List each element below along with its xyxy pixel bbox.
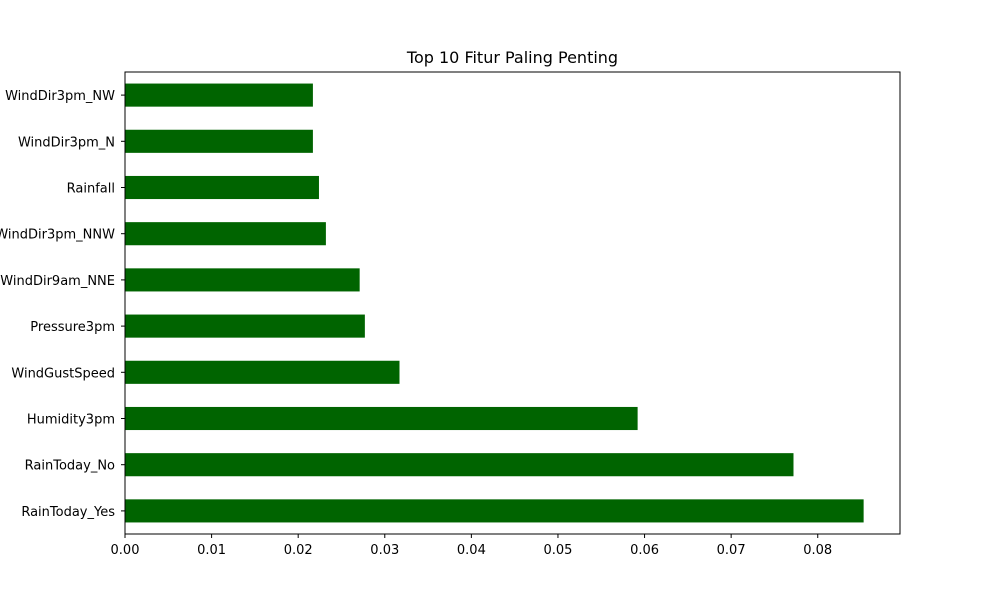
y-tick-label: RainToday_Yes [21, 505, 115, 520]
x-axis: 0.00 0.01 0.02 0.03 0.04 0.05 0.06 0.07 0.08 [111, 534, 832, 558]
x-tick-label: 0.03 [370, 543, 399, 558]
x-tick-label: 0.01 [197, 543, 226, 558]
y-tick-label: Rainfall [67, 182, 115, 197]
x-tick-label: 0.00 [111, 543, 140, 558]
x-tick-label: 0.02 [284, 543, 313, 558]
y-axis: RainToday_Yes RainToday_No Humidity3pm Wind… [0, 89, 125, 520]
chart-title: Top 10 Fitur Paling Penting [406, 48, 618, 67]
plot-area-frame [124, 71, 901, 535]
bar-RainToday_No [125, 453, 794, 477]
bar-WindDir9am_NNE [125, 268, 360, 292]
x-tick-label: 0.06 [630, 543, 659, 558]
bar-WindGustSpeed [125, 360, 400, 384]
y-tick-label: WindDir9am_NNE [0, 274, 115, 289]
y-tick-label: WindDir3pm_NW [5, 89, 115, 104]
y-tick-label: WindDir3pm_N [18, 135, 115, 150]
bar-RainToday_Yes [125, 499, 864, 523]
bar-WindDir3pm_NNW [125, 222, 326, 246]
x-tick-label: 0.08 [803, 543, 832, 558]
y-tick-label: WindDir3pm_NNW [0, 228, 115, 243]
x-tick-label: 0.05 [543, 543, 572, 558]
bar-WindDir3pm_N [125, 129, 313, 153]
y-tick-label: Humidity3pm [27, 413, 115, 428]
bar-Pressure3pm [125, 314, 365, 338]
y-tick-label: WindGustSpeed [11, 366, 115, 381]
bar-Humidity3pm [125, 406, 638, 431]
y-tick-label: Pressure3pm [30, 320, 115, 335]
x-tick-label: 0.07 [717, 543, 746, 558]
y-tick-label: RainToday_No [25, 459, 115, 474]
x-tick-label: 0.04 [457, 543, 486, 558]
bars-group [125, 83, 864, 523]
bar-WindDir3pm_NW [125, 83, 313, 107]
bar-Rainfall [125, 175, 319, 200]
